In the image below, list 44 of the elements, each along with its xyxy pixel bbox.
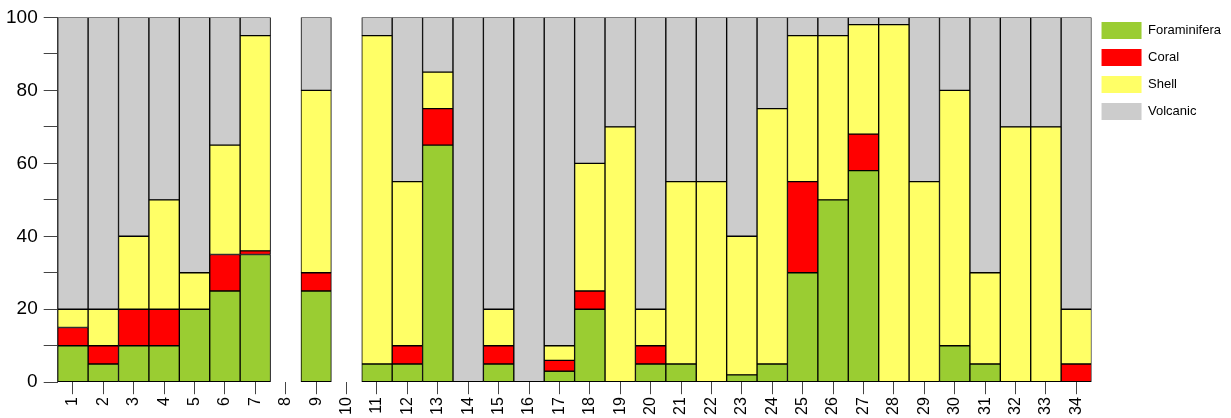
- y-tick-label: 80: [16, 78, 38, 100]
- y-tick-label: 0: [27, 370, 38, 392]
- y-tick-label: 60: [16, 151, 38, 173]
- x-tick-label: 14: [458, 397, 476, 415]
- x-tick-label: 2: [93, 397, 111, 407]
- x-tick-label: 20: [641, 397, 659, 415]
- x-tick-label: 1: [63, 397, 81, 407]
- x-tick-label: 34: [1066, 397, 1084, 415]
- legend-label: Foraminifera: [1148, 22, 1222, 38]
- y-tick-label: 40: [16, 224, 38, 246]
- x-tick-label: 5: [184, 397, 202, 407]
- x-tick-label: 22: [701, 397, 719, 415]
- x-tick-label: 28: [884, 397, 902, 415]
- x-tick-label: 33: [1036, 397, 1054, 415]
- x-tick-label: 24: [762, 397, 780, 415]
- x-tick-label: 23: [732, 397, 750, 415]
- x-tick-label: 10: [336, 397, 354, 415]
- x-tick-label: 19: [610, 397, 628, 415]
- x-tick-label: 17: [549, 397, 567, 415]
- legend-label: Shell: [1148, 76, 1178, 92]
- x-tick-label: 8: [276, 397, 294, 407]
- x-tick-label: 15: [489, 397, 507, 415]
- y-tick-label: 20: [16, 297, 38, 319]
- x-tick-label: 16: [519, 397, 537, 415]
- legend-label: Coral: [1148, 49, 1180, 65]
- x-tick-label: 11: [367, 397, 385, 414]
- x-tick-label: 21: [671, 397, 689, 415]
- y-tick-label: 100: [6, 5, 38, 27]
- x-tick-label: 31: [975, 397, 993, 415]
- x-tick-label: 6: [215, 397, 233, 407]
- legend-label: Volcanic: [1148, 103, 1197, 119]
- x-tick-label: 9: [306, 397, 324, 407]
- x-tick-label: 25: [793, 397, 811, 415]
- x-tick-label: 7: [245, 397, 263, 407]
- x-tick-label: 32: [1005, 397, 1023, 415]
- x-tick-label: 18: [580, 397, 598, 415]
- x-tick-label: 3: [124, 397, 142, 407]
- x-tick-label: 4: [154, 397, 172, 407]
- x-tick-label: 12: [397, 397, 415, 415]
- x-tick-label: 13: [428, 397, 446, 415]
- x-tick-label: 30: [945, 397, 963, 415]
- x-tick-label: 26: [823, 397, 841, 415]
- x-tick-label: 27: [853, 397, 871, 415]
- x-tick-label: 29: [914, 397, 932, 415]
